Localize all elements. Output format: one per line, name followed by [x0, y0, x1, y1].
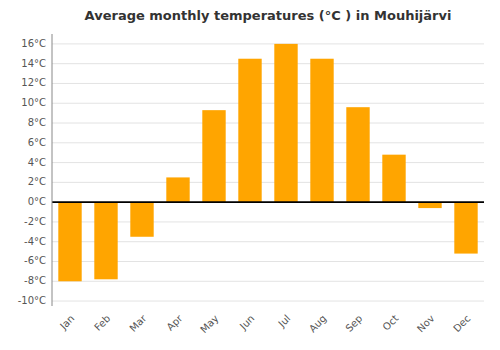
- y-tick-label: 0°C: [28, 196, 46, 207]
- y-axis-line: [52, 34, 53, 306]
- x-tick-label: May: [198, 313, 220, 335]
- grid-line: [52, 142, 484, 143]
- y-axis: -10°C -8°C -6°C -4°C -2°C 0°C 2°C 4°C 6°C 8°C 10°C…: [18, 38, 46, 306]
- x-tick-label: Nov: [415, 313, 437, 335]
- y-tick-label: -6°C: [24, 255, 46, 266]
- y-tick-label: -4°C: [24, 236, 46, 247]
- y-tick-label: -10°C: [18, 295, 46, 306]
- bar: [58, 202, 81, 281]
- y-tick-label: -2°C: [24, 216, 46, 227]
- bar: [130, 202, 153, 237]
- grid-line: [52, 123, 484, 124]
- chart: Average monthly temperatures (°C ) in Mo…: [0, 0, 500, 350]
- title: Average monthly temperatures (°C ) in Mo…: [85, 8, 452, 23]
- grid-line: [52, 103, 484, 104]
- y-tick-label: 16°C: [21, 38, 46, 49]
- y-tick-label: 12°C: [21, 77, 46, 88]
- grid-line: [52, 281, 484, 282]
- y-tick-label: 8°C: [28, 117, 46, 128]
- x-tick-label: Oct: [380, 313, 400, 333]
- bar: [202, 110, 225, 202]
- zero-line: [52, 201, 484, 203]
- x-tick-label: Apr: [164, 312, 185, 333]
- grid-line: [52, 43, 484, 44]
- bar: [238, 59, 261, 202]
- x-tick-label: Jun: [237, 313, 257, 333]
- chart-container: Average monthly temperatures (°C ) in Mo…: [0, 0, 500, 350]
- bar: [274, 44, 297, 202]
- grid-line: [52, 182, 484, 183]
- grid: [52, 44, 484, 301]
- bar: [94, 202, 117, 279]
- bar: [382, 155, 405, 202]
- y-tick-label: 10°C: [21, 97, 46, 108]
- grid-line: [52, 83, 484, 84]
- y-tick-label: -8°C: [24, 275, 46, 286]
- x-tick-label: Dec: [451, 313, 472, 334]
- y-tick-label: 6°C: [28, 137, 46, 148]
- bar: [346, 107, 369, 202]
- x-tick-label: Jul: [275, 313, 292, 330]
- grid-line: [52, 162, 484, 163]
- x-tick-label: Feb: [92, 313, 112, 333]
- grid-line: [52, 202, 484, 203]
- bar: [310, 59, 333, 202]
- x-tick-label: Sep: [343, 313, 364, 334]
- x-axis: Jan Feb Mar Apr May Jun Jul Aug Sep Oct Nov Dec: [57, 312, 472, 335]
- grid-line: [52, 301, 484, 302]
- y-tick-label: 4°C: [28, 157, 46, 168]
- bars: [58, 44, 477, 281]
- grid-line: [52, 63, 484, 64]
- y-tick-label: 2°C: [28, 176, 46, 187]
- y-tick-label: 14°C: [21, 58, 46, 69]
- bar: [454, 202, 477, 253]
- x-tick-label: Jan: [57, 313, 76, 332]
- x-tick-label: Aug: [307, 313, 329, 335]
- x-tick-label: Mar: [127, 312, 149, 334]
- bar: [166, 177, 189, 202]
